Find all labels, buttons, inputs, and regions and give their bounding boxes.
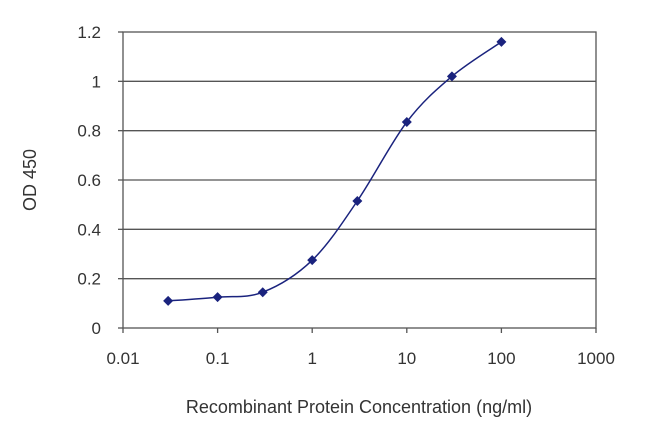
data-point	[257, 287, 268, 298]
y-tick-label: 0	[92, 319, 101, 338]
y-tick-label: 0.8	[77, 122, 101, 141]
data-point	[401, 117, 412, 128]
data-point	[352, 195, 363, 206]
gridlines	[123, 80, 596, 280]
data-point	[446, 71, 457, 82]
x-axis-ticks: 0.01 0.1 1 10 100 1000	[106, 328, 615, 368]
x-tick-label: 1000	[577, 349, 615, 368]
x-tick-label: 0.01	[106, 349, 139, 368]
data-point	[496, 36, 507, 47]
y-axis-ticks: 0 0.2 0.4 0.6 0.8 1 1.2	[77, 23, 123, 338]
data-point	[212, 292, 223, 303]
x-tick-label: 0.1	[206, 349, 230, 368]
y-tick-label: 1.2	[77, 23, 101, 42]
data-series	[163, 36, 507, 306]
x-tick-label: 100	[487, 349, 515, 368]
y-tick-label: 0.4	[77, 220, 101, 239]
data-point	[307, 255, 318, 266]
y-tick-label: 0.6	[77, 171, 101, 190]
x-tick-label: 10	[397, 349, 416, 368]
y-axis-title: OD 450	[20, 149, 40, 211]
y-tick-label: 0.2	[77, 270, 101, 289]
series-line	[168, 41, 502, 302]
data-point	[163, 295, 174, 306]
x-tick-label: 1	[307, 349, 316, 368]
x-axis-title: Recombinant Protein Concentration (ng/ml…	[186, 397, 532, 417]
y-tick-label: 1	[92, 72, 101, 91]
